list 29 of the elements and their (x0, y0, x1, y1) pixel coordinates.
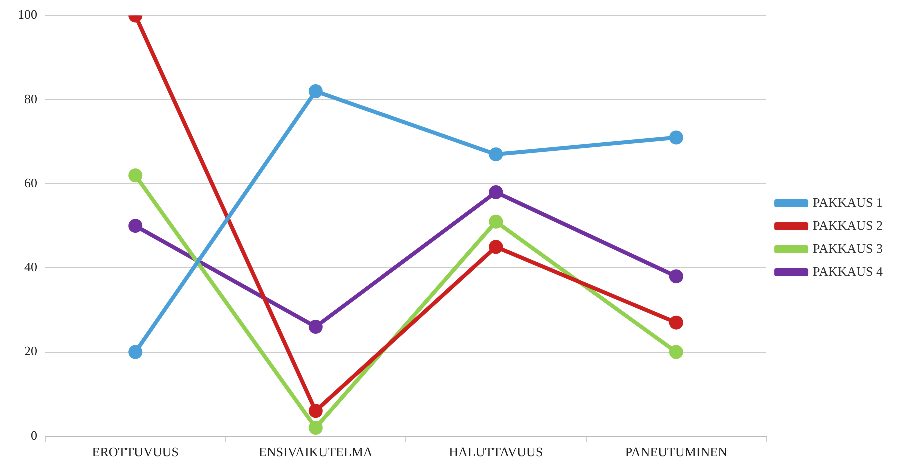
point (489, 185, 504, 200)
point (489, 240, 504, 254)
y-tick-label: 0 (31, 428, 38, 443)
point (669, 270, 684, 284)
y-tick-label: 80 (24, 91, 38, 106)
point (308, 404, 323, 418)
y-tick-label: 100 (18, 7, 38, 22)
legend-label: PAKKAUS 4 (813, 264, 884, 279)
point (308, 84, 323, 99)
point (669, 345, 684, 360)
point (489, 214, 504, 229)
legend-label: PAKKAUS 3 (813, 240, 884, 256)
point (489, 148, 504, 162)
point (128, 219, 143, 234)
x-tick-label: HALUTTAVUUS (449, 444, 544, 460)
y-tick-label: 40 (24, 260, 38, 275)
point (308, 420, 323, 435)
legend-label: PAKKAUS 1 (813, 194, 884, 210)
point (128, 168, 143, 183)
x-tick-label: ENSIVAIKUTELMA (258, 444, 374, 460)
legend-label: PAKKAUS 2 (813, 218, 884, 233)
point (308, 320, 323, 334)
point (669, 316, 684, 330)
y-tick-label: 20 (24, 344, 38, 359)
point (669, 130, 684, 145)
x-tick-label: EROTTUVUUS (92, 444, 179, 460)
x-tick-label: PANEUTUMINEN (625, 444, 728, 460)
point (128, 345, 143, 360)
y-tick-label: 60 (24, 175, 38, 190)
